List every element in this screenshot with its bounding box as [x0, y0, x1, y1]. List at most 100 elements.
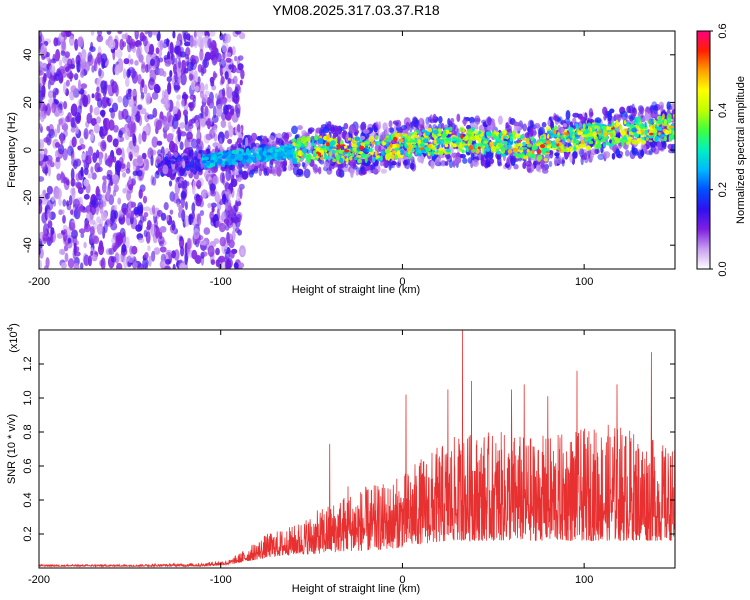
heat-cell	[247, 165, 254, 170]
heat-cell	[69, 90, 75, 101]
heat-cell	[340, 144, 346, 147]
heat-cell	[389, 143, 393, 148]
heat-cell	[70, 168, 75, 181]
heat-cell	[227, 77, 232, 85]
heat-cell	[343, 122, 349, 130]
heat-cell	[65, 31, 72, 37]
heat-cell	[211, 205, 215, 213]
heat-cell	[80, 262, 84, 269]
heat-cell	[428, 151, 435, 155]
heat-cell	[231, 91, 237, 97]
heat-cell	[547, 119, 551, 126]
heat-cell	[87, 173, 93, 179]
heat-cell	[603, 131, 608, 138]
heat-cell	[384, 127, 390, 137]
heat-cell	[633, 140, 640, 145]
heat-cell	[625, 124, 632, 127]
heat-cell	[344, 145, 347, 149]
heat-cell	[117, 197, 122, 205]
heat-cell	[595, 122, 601, 126]
heat-cell	[91, 254, 98, 262]
heat-cell	[668, 134, 673, 139]
heat-cell	[508, 132, 513, 139]
heat-cell	[67, 112, 72, 123]
snr-x-ticks: -200 -100 0 100	[28, 330, 593, 586]
heat-cell	[102, 85, 107, 97]
heat-cell	[419, 147, 425, 151]
heat-cell	[188, 213, 193, 220]
heat-cell	[59, 117, 66, 127]
heat-cell	[348, 142, 352, 148]
heat-cell	[181, 98, 185, 108]
heat-cell	[400, 124, 408, 131]
heat-cell	[142, 216, 147, 222]
heat-cell	[151, 136, 159, 148]
heat-cell	[611, 137, 615, 141]
heat-cell	[253, 167, 259, 174]
heat-cell	[600, 138, 606, 143]
heat-cell	[206, 161, 211, 166]
heat-cell	[572, 151, 578, 159]
heat-cell	[39, 109, 45, 123]
heat-cell	[235, 168, 240, 176]
heat-cell	[197, 64, 203, 73]
heat-cell	[193, 228, 200, 240]
heat-cell	[237, 153, 242, 159]
heat-cell	[77, 186, 84, 195]
heat-cell	[199, 48, 204, 61]
heat-cell	[177, 182, 182, 189]
heat-cell	[129, 58, 134, 65]
heat-cell	[197, 36, 204, 48]
heat-cell	[178, 211, 182, 219]
heat-cell	[374, 144, 382, 153]
heat-cell	[462, 128, 466, 133]
heat-cell	[155, 230, 160, 239]
heat-cell	[155, 47, 160, 55]
heat-cell	[141, 130, 147, 143]
x-tick-label: -200	[28, 574, 50, 586]
heat-cell	[67, 58, 73, 69]
heat-cell	[246, 157, 253, 164]
heat-cell	[398, 138, 404, 142]
heat-cell	[486, 132, 492, 137]
heat-cell	[132, 261, 138, 269]
heat-cell	[151, 204, 156, 215]
heat-cell	[443, 130, 447, 134]
heat-cell	[302, 153, 307, 158]
heat-cell	[506, 144, 512, 150]
heat-cell	[217, 158, 223, 165]
heat-cell	[379, 160, 385, 167]
heat-cell	[214, 161, 218, 168]
heat-cell	[311, 138, 315, 143]
heat-cell	[297, 125, 303, 131]
heat-cell	[656, 123, 659, 127]
heat-cell	[621, 130, 626, 136]
heat-cell	[477, 146, 481, 150]
heat-cell	[86, 112, 93, 124]
heat-cell	[143, 212, 149, 218]
heat-cell	[586, 145, 591, 151]
heat-cell	[90, 226, 95, 236]
heat-cell	[577, 131, 583, 136]
heat-cell	[222, 51, 226, 60]
heat-cell	[588, 108, 594, 118]
heat-cell	[664, 119, 667, 126]
heat-cell	[619, 124, 623, 131]
heat-cell	[476, 136, 479, 141]
heat-cell	[193, 150, 198, 161]
heat-cell	[236, 191, 240, 202]
heat-cell	[229, 250, 235, 259]
heat-cell	[184, 201, 188, 211]
heat-cell	[172, 31, 176, 39]
heat-cell	[279, 145, 285, 149]
heat-cell	[662, 140, 667, 150]
heat-cell	[153, 218, 158, 229]
heat-cell	[234, 31, 242, 35]
heat-cell	[207, 245, 215, 257]
heat-cell	[547, 134, 550, 139]
heat-cell	[318, 152, 321, 157]
heat-cell	[182, 109, 189, 117]
heat-cell	[111, 236, 117, 245]
heat-cell	[100, 53, 108, 64]
